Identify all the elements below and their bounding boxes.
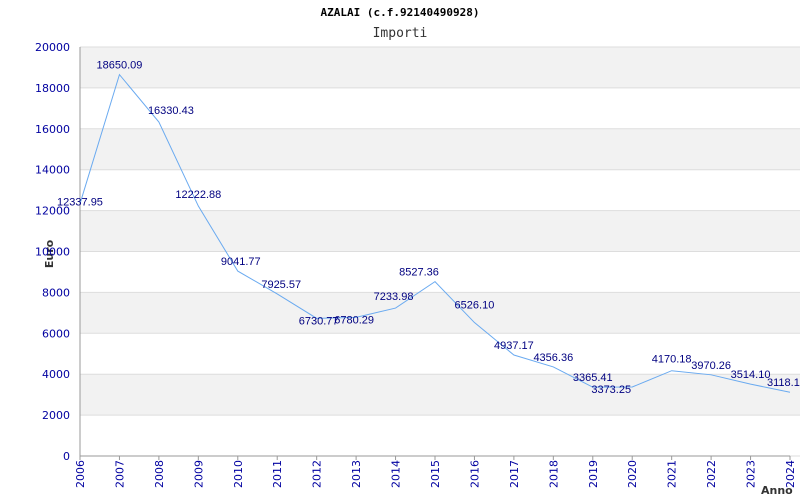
x-tick-label: 2008 (153, 460, 166, 488)
data-labels: 12337.9518650.0916330.4312222.889041.777… (57, 60, 800, 396)
data-label: 4170.18 (652, 354, 692, 366)
x-tick-label: 2009 (192, 460, 205, 488)
x-tick-label: 2019 (587, 460, 600, 488)
chart-subtitle: Importi (373, 26, 428, 41)
y-tick-label: 18000 (35, 82, 70, 95)
grid-band (80, 210, 800, 252)
data-label: 3970.26 (691, 360, 731, 372)
series-line (79, 73, 791, 393)
data-label: 4937.17 (494, 340, 534, 352)
x-tick-label: 2016 (468, 460, 481, 488)
data-label: 12222.88 (175, 189, 221, 201)
x-tick-label: 2022 (705, 460, 718, 488)
data-label: 3365.41 (573, 372, 613, 384)
data-label: 3514.10 (731, 369, 771, 381)
grid-band (80, 128, 800, 170)
data-label: 4356.36 (533, 352, 573, 364)
data-label: 6780.29 (334, 314, 374, 326)
x-tick-label: 2024 (784, 460, 797, 488)
y-tick-label: 12000 (35, 205, 70, 218)
grid-lines (80, 46, 800, 457)
x-tick-label: 2017 (508, 460, 521, 488)
data-label: 3118.1 (767, 377, 800, 389)
x-tick-label: 2010 (232, 460, 245, 488)
x-tick-label: 2006 (74, 460, 87, 488)
y-tick-label: 14000 (35, 164, 70, 177)
x-tick-label: 2015 (429, 460, 442, 488)
data-label: 7233.98 (374, 291, 414, 303)
grid-band (80, 47, 800, 88)
data-label: 18650.09 (96, 60, 142, 72)
data-label: 6526.10 (455, 300, 495, 312)
grid-band (80, 292, 800, 334)
y-tick-label: 6000 (42, 327, 70, 340)
x-axis-label: Anno (761, 484, 793, 497)
y-tick-label: 2000 (42, 409, 70, 422)
x-tick-label: 2014 (390, 460, 403, 488)
data-label: 7925.57 (261, 279, 301, 291)
x-tick-label: 2013 (350, 460, 363, 488)
chart-title: AZALAI (c.f.92140490928) (321, 6, 480, 19)
data-label: 9041.77 (221, 256, 261, 268)
y-axis-label: Euro (43, 239, 56, 268)
y-tick-label: 4000 (42, 368, 70, 381)
y-tick-label: 0 (63, 450, 70, 463)
x-tick-label: 2021 (666, 460, 679, 488)
y-tick-label: 16000 (35, 123, 70, 136)
x-tick-label: 2012 (311, 460, 324, 488)
grid-bands (80, 47, 800, 416)
y-tick-label: 8000 (42, 286, 70, 299)
x-tick-label: 2020 (626, 460, 639, 488)
grid-band (80, 374, 800, 416)
x-tick-label: 2023 (745, 460, 758, 488)
x-tick-label: 2018 (547, 460, 560, 488)
data-label: 6730.77 (299, 315, 339, 327)
data-label: 12337.95 (57, 197, 103, 209)
data-label: 16330.43 (148, 105, 194, 117)
y-tick-label: 10000 (35, 246, 70, 259)
data-label: 8527.36 (399, 267, 439, 279)
x-tick-label: 2011 (271, 460, 284, 488)
y-tick-label: 20000 (35, 41, 70, 54)
x-tick-label: 2007 (113, 460, 126, 488)
y-tick-labels: 0 2000 4000 6000 8000 10000 12000 14000 16000 180… (35, 41, 70, 463)
data-label: 3373.25 (591, 384, 631, 396)
x-tick-labels: 2006 2007 2008 2009 2010 2011 2012 2013 2014 2015… (74, 456, 797, 488)
